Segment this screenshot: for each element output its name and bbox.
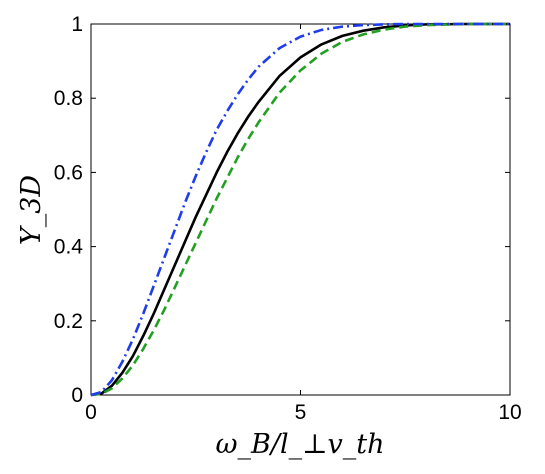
series-line-dashdot xyxy=(90,22,510,397)
y-tick-label: 0.4 xyxy=(54,236,84,259)
series-line-solid xyxy=(90,22,510,397)
y-tick-label: 0.2 xyxy=(54,310,83,333)
x-axis-label: ω_B/l_⊥v_th xyxy=(216,429,385,460)
tick-labels: 0 5 10 0 0.2 0.4 0.6 0.8 1 xyxy=(54,13,522,424)
y-tick-label: 1 xyxy=(71,13,83,36)
x-tick-label: 0 xyxy=(85,401,97,424)
y-axis-label: Y_3D xyxy=(16,175,47,246)
y-tick-label: 0 xyxy=(71,384,83,407)
series-line-dashed xyxy=(90,22,510,397)
plot-area xyxy=(90,23,511,396)
x-tick-label: 5 xyxy=(295,401,307,424)
series-lines xyxy=(90,22,510,397)
y-tick-label: 0.6 xyxy=(54,161,83,184)
x-tick-label: 10 xyxy=(498,401,521,424)
y-tick-label: 0.8 xyxy=(54,87,83,110)
